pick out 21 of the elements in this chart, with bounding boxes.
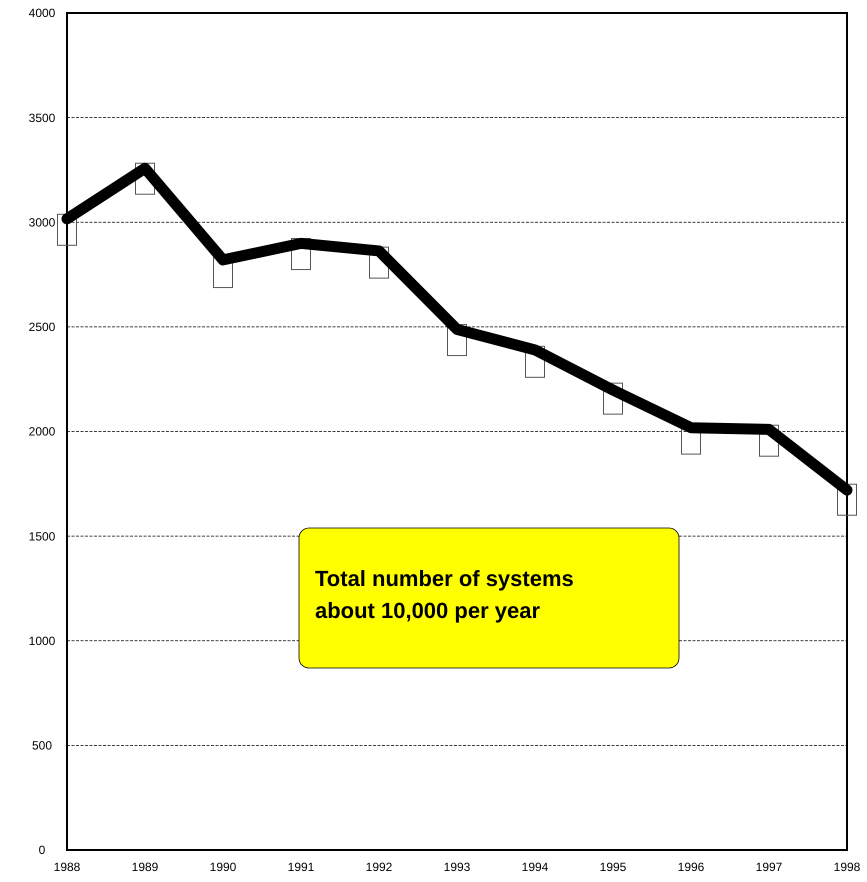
x-tick-label: 1991	[288, 860, 315, 874]
y-tick-label: 2500	[28, 320, 56, 334]
x-tick-label: 1994	[522, 860, 549, 874]
y-tick-label: 4000	[28, 6, 56, 20]
x-tick-label: 1998	[834, 860, 861, 874]
x-tick-label: 1992	[366, 860, 393, 874]
y-tick-label: 3000	[28, 215, 56, 230]
y-tick-label: 3500	[28, 110, 56, 125]
x-tick-label: 1995	[600, 860, 627, 874]
x-tick-label: 1996	[678, 860, 705, 874]
annotation: Total number of systems about 10,000 per year	[315, 566, 574, 623]
x-tick-label: 1989	[132, 860, 159, 874]
x-tick-label: 1993	[444, 860, 471, 874]
y-tick-label: 500	[32, 738, 52, 753]
x-tick-label: 1990	[210, 860, 237, 874]
x-tick-label: 1997	[756, 860, 783, 874]
y-tick-label: 1000	[28, 634, 56, 648]
y-tick-label: 0	[38, 843, 46, 858]
y-tick-label: 2000	[28, 424, 56, 439]
x-tick-label: 1988	[54, 860, 81, 874]
y-tick-label: 1500	[28, 529, 56, 544]
